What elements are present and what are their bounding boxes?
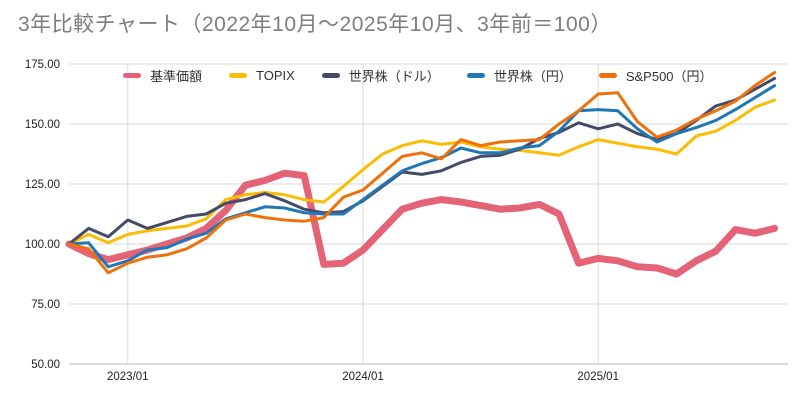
legend-item: 世界株（ドル） — [321, 66, 440, 85]
legend-label: 基準価額 — [150, 69, 203, 84]
y-axis-tick-label: 100.00 — [25, 239, 60, 251]
x-axis-tick-label: 2024/01 — [342, 371, 384, 383]
y-axis-tick-label: 50.00 — [31, 359, 60, 371]
x-axis-tick-label: 2023/01 — [107, 371, 149, 383]
legend-swatch-icon — [466, 73, 485, 78]
y-axis-tick-label: 175.00 — [25, 59, 60, 71]
y-axis-tick-label: 150.00 — [25, 119, 60, 131]
series-line — [67, 76, 777, 246]
legend-item: S&P500（円） — [598, 66, 713, 85]
series-line — [67, 84, 777, 269]
y-axis-tick-label: 75.00 — [31, 299, 60, 311]
legend-item: 世界株（円） — [466, 66, 572, 85]
chart-title: 3年比較チャート（2022年10月～2025年10月、3年前＝100） — [18, 13, 612, 36]
legend-swatch-icon — [321, 73, 340, 78]
legend-label: 世界株（円） — [493, 69, 572, 84]
legend-label: S&P500（円） — [625, 69, 713, 84]
legend-label: TOPIX — [256, 68, 295, 83]
legend-item: TOPIX — [229, 68, 295, 83]
x-axis-tick-label: 2025/01 — [577, 371, 619, 383]
legend-swatch-icon — [229, 73, 248, 78]
series-line — [67, 98, 777, 246]
legend-swatch-icon — [123, 73, 141, 78]
legend-label: 世界株（ドル） — [348, 69, 440, 84]
chart-legend: 基準価額 TOPIX 世界株（ドル） 世界株（円） S&P500（円） — [123, 66, 713, 85]
series-line — [65, 169, 779, 278]
y-axis-tick-label: 125.00 — [25, 179, 60, 191]
legend-swatch-icon — [598, 73, 617, 78]
series-line — [67, 70, 777, 275]
legend-item: 基準価額 — [123, 66, 202, 85]
